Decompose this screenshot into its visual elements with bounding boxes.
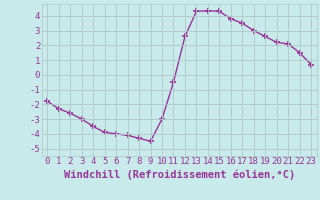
X-axis label: Windchill (Refroidissement éolien,°C): Windchill (Refroidissement éolien,°C) [64, 169, 295, 180]
